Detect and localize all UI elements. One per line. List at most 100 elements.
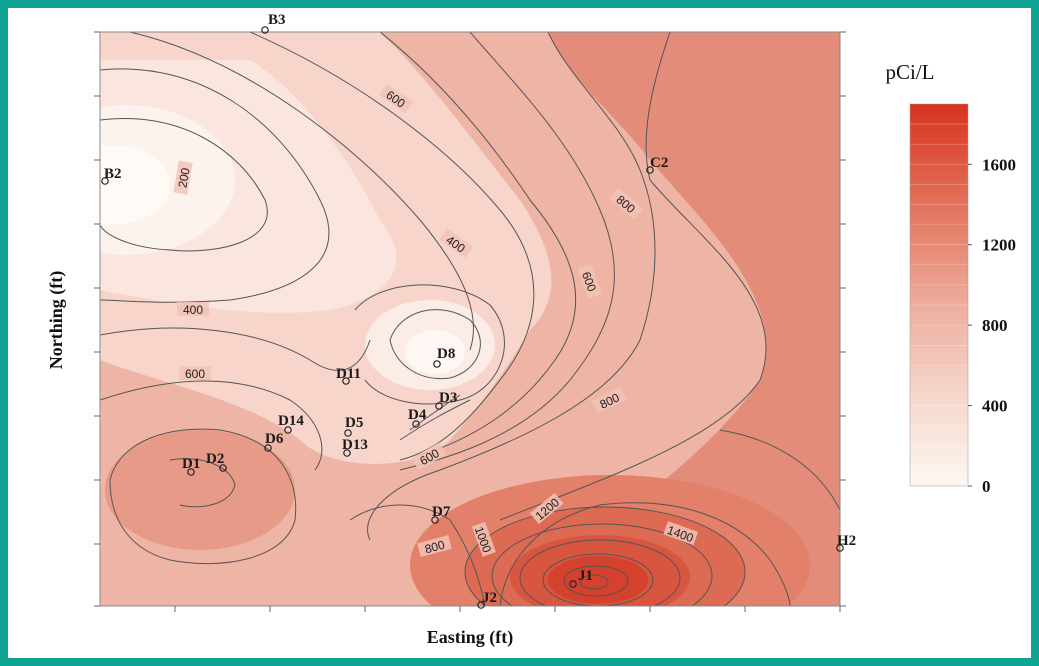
contour-label-bg: [591, 387, 627, 414]
contour-line: [109, 428, 297, 565]
contour-line: [464, 506, 746, 606]
well-label: B3: [268, 12, 286, 28]
contour-label-bg: [411, 442, 447, 471]
well-label: C2: [650, 155, 668, 171]
contour-lines: [100, 32, 840, 606]
contour-line: [249, 32, 535, 461]
colorbar-title: pCi/L: [885, 60, 934, 84]
well-marker: [264, 444, 272, 452]
well-label: D7: [432, 504, 451, 520]
contour-label-bg: [177, 302, 209, 316]
contour-label-bg: [529, 492, 564, 525]
colorbar-tick-label: 400: [982, 397, 1008, 416]
contour-label-group: 200: [173, 160, 193, 195]
well-label: D2: [206, 451, 224, 467]
contour-line: [519, 539, 681, 606]
wells: B3 B2 C2 D8 D11 D3 D4 D5 D14 D6 D13 D1 D2 D7 H2 J1 J2: [101, 12, 856, 609]
contour-line: [100, 380, 323, 471]
contour-line: [100, 118, 268, 252]
fill-b2-lowest: [100, 145, 170, 225]
contour-line: [399, 32, 615, 471]
contour-line: [379, 32, 577, 456]
well-label: D13: [342, 437, 368, 453]
well-marker: [412, 420, 420, 428]
contour-label: 200: [175, 166, 192, 188]
well-marker: [477, 601, 485, 609]
colorbar-bands: [910, 123, 968, 467]
well-label: D3: [439, 390, 457, 406]
contour-line: [563, 565, 629, 597]
contour-label: 600: [579, 270, 599, 294]
colorbar-tick-label: 800: [982, 316, 1008, 335]
contour-line: [100, 327, 371, 371]
contour-line: [389, 309, 481, 380]
fill-d8-lowest: [405, 330, 465, 374]
contour-label-bg: [663, 521, 699, 546]
contour-line: [542, 553, 654, 606]
well-label: D6: [265, 431, 284, 447]
contour-line: [409, 394, 461, 431]
colorbar-tick-label: 1600: [982, 155, 1016, 174]
contour-line: [349, 504, 486, 606]
contour-line: [491, 523, 713, 606]
contour-label-group: 400: [177, 302, 209, 317]
well-marker: [435, 402, 443, 410]
well-label: D1: [182, 456, 200, 472]
well-marker: [569, 580, 577, 588]
contour-line: [579, 574, 609, 590]
fill-j1-high4: [548, 556, 648, 604]
y-axis-title: Northing (ft): [46, 271, 67, 369]
well-marker: [342, 377, 350, 385]
well-label: H2: [837, 533, 856, 549]
colorbar-tick-label: 1200: [982, 236, 1016, 255]
axis-ticks: [94, 31, 846, 612]
well-label: D4: [408, 407, 427, 423]
contour-label-bg: [577, 263, 602, 299]
contour-label-bg: [609, 187, 644, 220]
colorbar-tick-label: 0: [982, 477, 991, 496]
well-marker: [431, 516, 439, 524]
well-label: J2: [482, 590, 497, 606]
well-marker: [646, 166, 654, 174]
contour-line: [354, 284, 505, 405]
well-marker: [101, 177, 109, 185]
contour-label: 400: [183, 303, 203, 317]
contour-line: [719, 429, 840, 511]
contour-line: [169, 458, 236, 508]
contour-label-group: 600: [179, 366, 211, 381]
contour-label-bg: [179, 366, 211, 380]
well-marker: [284, 426, 292, 434]
colorbar-gradient: [909, 103, 969, 487]
contour-label-group: 600: [577, 263, 602, 299]
well-label: D5: [345, 415, 363, 431]
well-label: D8: [437, 346, 455, 362]
contour-line: [129, 32, 474, 351]
x-axis-title: Easting (ft): [427, 627, 514, 648]
contour-line: [367, 32, 656, 541]
contour-line: [100, 68, 330, 303]
contour-fills: [100, 32, 840, 606]
contour-label: 800: [423, 538, 446, 557]
well-marker: [433, 360, 441, 368]
contour-line: [499, 502, 791, 606]
contour-label-bg: [471, 521, 496, 557]
well-label: D14: [278, 413, 304, 429]
well-marker: [261, 26, 269, 34]
well-marker: [836, 544, 844, 552]
well-marker: [187, 468, 195, 476]
contour-label-bg: [417, 535, 452, 557]
colorbar: pCi/L 0 400 800 1200 1600: [885, 60, 1016, 496]
well-label: B2: [104, 166, 122, 182]
fill-southwest-blob: [105, 430, 295, 550]
well-label: D11: [336, 366, 361, 382]
well-marker: [219, 464, 227, 472]
fill-east-high: [470, 32, 840, 606]
contour-line: [399, 399, 471, 441]
well-marker: [344, 429, 352, 437]
contour-label-bg: [439, 228, 474, 259]
contour-label-group: 800: [417, 535, 452, 557]
contour-label-bg: [379, 83, 414, 114]
